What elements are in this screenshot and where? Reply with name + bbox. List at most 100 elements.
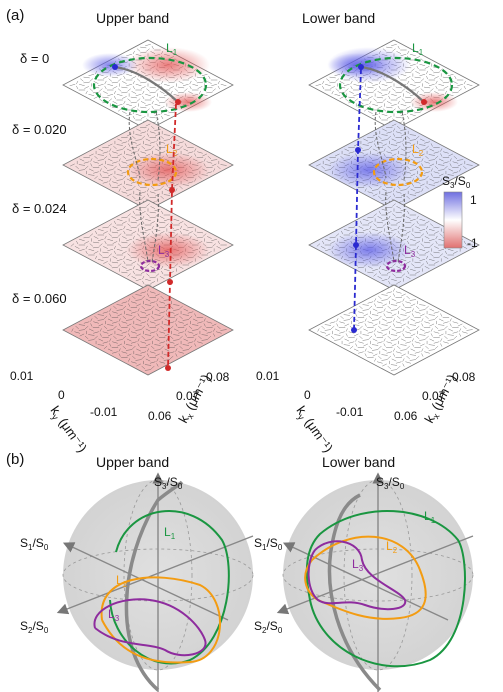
field-glyph bbox=[178, 221, 184, 224]
field-glyph bbox=[112, 241, 118, 244]
field-glyph bbox=[402, 138, 405, 142]
field-glyph bbox=[424, 321, 430, 324]
delta-label-2: δ = 0.024 bbox=[12, 201, 67, 216]
field-glyph bbox=[109, 148, 112, 152]
field-glyph bbox=[420, 88, 425, 92]
field-glyph bbox=[430, 333, 433, 337]
field-glyph bbox=[99, 333, 102, 337]
field-glyph bbox=[353, 84, 360, 86]
field-glyph bbox=[381, 354, 388, 356]
field-glyph bbox=[410, 348, 416, 352]
field-glyph bbox=[392, 273, 396, 277]
field-glyph bbox=[462, 246, 468, 249]
field-glyph bbox=[122, 175, 127, 180]
field-glyph bbox=[367, 301, 374, 304]
field-glyph bbox=[390, 144, 398, 146]
field-glyph bbox=[79, 249, 85, 251]
field-glyph bbox=[149, 211, 156, 214]
field-glyph bbox=[121, 161, 128, 164]
field-glyph bbox=[364, 188, 367, 192]
field-glyph bbox=[416, 250, 419, 255]
field-glyph bbox=[88, 334, 95, 336]
k-space-planes bbox=[62, 39, 480, 376]
field-glyph bbox=[165, 343, 168, 347]
field-glyph bbox=[382, 223, 387, 227]
field-glyph bbox=[386, 191, 393, 194]
field-glyph bbox=[155, 98, 160, 102]
field-glyph bbox=[147, 323, 149, 327]
field-glyph bbox=[381, 194, 388, 196]
field-glyph bbox=[415, 175, 420, 180]
field-glyph bbox=[150, 221, 156, 224]
field-glyph bbox=[439, 233, 443, 237]
field-glyph bbox=[145, 138, 151, 142]
field-glyph bbox=[317, 328, 320, 332]
field-glyph bbox=[343, 319, 350, 321]
field-glyph bbox=[135, 269, 142, 271]
field-glyph bbox=[362, 94, 369, 96]
field-glyph bbox=[183, 308, 189, 312]
field-glyph bbox=[155, 273, 160, 277]
field-glyph bbox=[108, 223, 112, 227]
field-glyph bbox=[127, 88, 131, 92]
field-glyph bbox=[173, 309, 180, 311]
field-glyph bbox=[400, 344, 407, 346]
field-glyph bbox=[439, 253, 443, 257]
field-glyph bbox=[88, 168, 94, 172]
field-glyph bbox=[149, 141, 156, 144]
field-glyph bbox=[97, 84, 104, 86]
field-glyph bbox=[447, 174, 454, 176]
loop-L2-plane bbox=[126, 157, 178, 187]
field-glyph bbox=[151, 335, 155, 340]
field-glyph bbox=[425, 155, 429, 160]
field-glyph bbox=[180, 225, 183, 230]
field-glyph bbox=[84, 241, 89, 244]
field-glyph bbox=[149, 276, 156, 279]
field-glyph bbox=[426, 260, 429, 265]
field-glyph bbox=[173, 149, 180, 151]
field-glyph bbox=[382, 348, 387, 352]
field-glyph bbox=[109, 308, 112, 312]
field-glyph bbox=[217, 80, 220, 85]
field-glyph bbox=[136, 303, 141, 307]
field-glyph bbox=[126, 239, 132, 241]
field-glyph bbox=[144, 144, 152, 146]
field-glyph bbox=[358, 321, 364, 324]
field-glyph bbox=[111, 261, 119, 264]
field-glyph bbox=[112, 226, 118, 229]
field-glyph bbox=[372, 193, 378, 197]
field-glyph bbox=[123, 75, 126, 80]
field-glyph bbox=[359, 335, 363, 340]
field-glyph bbox=[89, 233, 94, 237]
field-glyph bbox=[344, 323, 350, 327]
field-glyph bbox=[429, 178, 435, 182]
field-glyph bbox=[79, 239, 85, 241]
field-glyph bbox=[378, 195, 382, 200]
field-glyph bbox=[457, 323, 463, 327]
field-glyph bbox=[75, 325, 79, 330]
field-glyph bbox=[83, 321, 90, 324]
field-glyph bbox=[84, 165, 89, 170]
field-glyph bbox=[213, 328, 216, 332]
field-glyph bbox=[407, 270, 410, 275]
field-glyph bbox=[391, 358, 397, 362]
panel-a-upper-title: Upper band bbox=[96, 10, 169, 26]
field-glyph bbox=[397, 145, 401, 150]
field-glyph bbox=[79, 158, 85, 162]
field-glyph bbox=[141, 145, 145, 150]
field-glyph bbox=[395, 86, 402, 89]
field-glyph bbox=[151, 315, 155, 320]
field-glyph bbox=[387, 135, 391, 140]
field-glyph bbox=[407, 80, 410, 85]
field-glyph bbox=[368, 111, 373, 114]
field-glyph bbox=[103, 345, 108, 350]
field-glyph bbox=[381, 114, 388, 116]
field-glyph bbox=[402, 143, 405, 147]
field-glyph bbox=[430, 143, 433, 147]
field-glyph bbox=[382, 98, 387, 102]
field-glyph bbox=[122, 305, 127, 310]
field-glyph bbox=[363, 108, 368, 112]
field-glyph bbox=[99, 243, 103, 247]
field-glyph bbox=[363, 343, 369, 347]
field-glyph bbox=[409, 299, 417, 301]
